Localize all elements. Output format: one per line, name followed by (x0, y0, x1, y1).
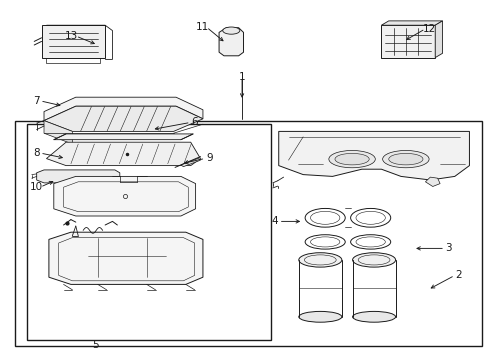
Ellipse shape (382, 150, 428, 168)
Bar (15, 121, 481, 346)
Ellipse shape (352, 311, 395, 322)
Text: 3: 3 (445, 243, 451, 253)
Polygon shape (44, 97, 203, 121)
Text: 5: 5 (92, 340, 99, 350)
Text: 12: 12 (422, 24, 435, 34)
Polygon shape (278, 131, 468, 180)
Text: 7: 7 (33, 96, 40, 106)
Text: 10: 10 (30, 182, 42, 192)
Polygon shape (181, 158, 200, 167)
Polygon shape (54, 134, 193, 140)
Polygon shape (381, 21, 442, 25)
Polygon shape (425, 177, 439, 186)
Ellipse shape (334, 153, 368, 165)
Ellipse shape (298, 253, 341, 267)
Polygon shape (46, 142, 200, 166)
Text: 2: 2 (454, 270, 461, 280)
Text: 13: 13 (65, 31, 79, 41)
Text: 4: 4 (271, 216, 278, 226)
Ellipse shape (328, 150, 375, 168)
Text: 1: 1 (238, 72, 245, 82)
Ellipse shape (223, 27, 240, 34)
Polygon shape (44, 106, 203, 131)
Text: 11: 11 (195, 22, 209, 32)
FancyBboxPatch shape (41, 25, 105, 58)
Bar (381, 25, 434, 58)
Text: 8: 8 (33, 148, 40, 158)
Ellipse shape (298, 311, 341, 322)
Ellipse shape (352, 253, 395, 267)
Polygon shape (219, 28, 243, 56)
Text: 6: 6 (191, 117, 198, 127)
Polygon shape (44, 121, 72, 144)
Text: 9: 9 (205, 153, 212, 163)
Polygon shape (37, 170, 120, 183)
Polygon shape (54, 176, 195, 216)
Ellipse shape (388, 153, 422, 165)
Polygon shape (49, 232, 203, 284)
Bar (27, 124, 271, 340)
Polygon shape (434, 21, 442, 58)
